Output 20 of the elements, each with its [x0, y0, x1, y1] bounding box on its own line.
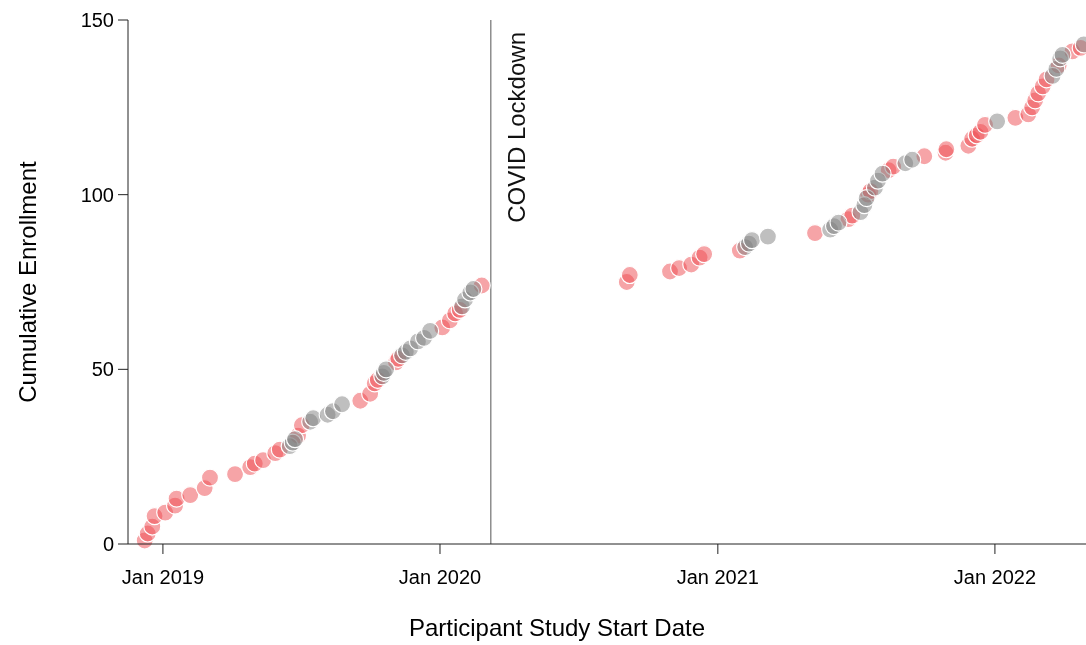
- y-tick-label: 100: [80, 183, 114, 206]
- point: [464, 279, 483, 299]
- point: [829, 213, 848, 232]
- x-tick-label: Jan 2021: [676, 566, 759, 588]
- y-axis-title: Cumulative Enrollment: [14, 160, 41, 403]
- point: [873, 164, 892, 183]
- y-tick-label: 50: [91, 358, 114, 381]
- x-tick-label: Jan 2019: [121, 566, 205, 588]
- ref-line-label: COVID Lockdown: [502, 32, 530, 223]
- point: [332, 395, 352, 414]
- y-tick-label: 0: [102, 533, 114, 555]
- x-axis-title: Participant Study Start Date: [408, 614, 706, 641]
- x-tick-label: Jan 2020: [398, 566, 482, 588]
- point: [903, 150, 922, 169]
- point: [758, 227, 778, 246]
- point: [421, 321, 440, 340]
- x-tick-label: Jan 2022: [953, 566, 1037, 588]
- point: [1053, 45, 1072, 65]
- y-tick-label: 150: [80, 9, 114, 31]
- point: [988, 112, 1007, 131]
